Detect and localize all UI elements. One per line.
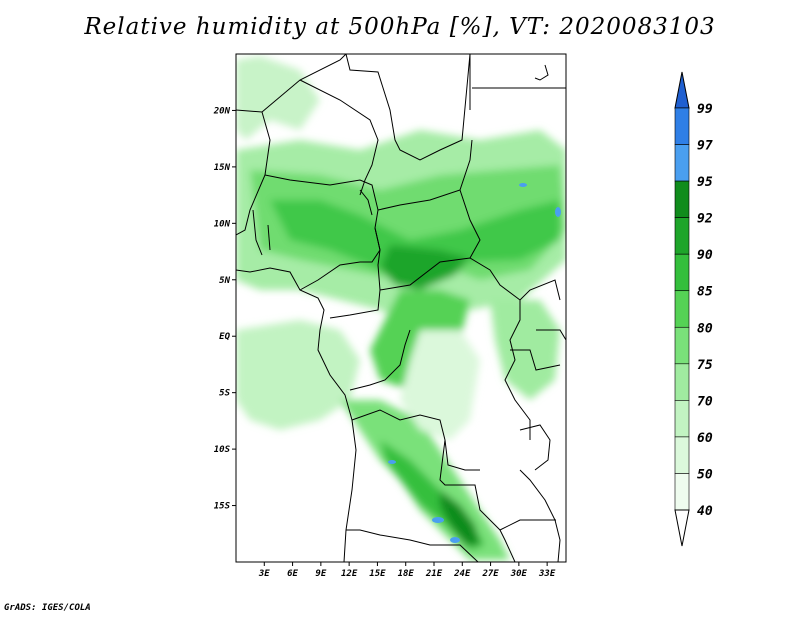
lat-tick-label: 5N bbox=[219, 276, 230, 286]
colorbar-swatch bbox=[674, 217, 690, 255]
colorbar-label: 97 bbox=[697, 139, 713, 154]
lat-tick-label: 5S bbox=[219, 389, 230, 399]
lat-tick-label: 15N bbox=[214, 163, 231, 173]
longitude-axis: 3E 6E 9E 12E 15E 18E 21E 24E 27E 30E 33E bbox=[258, 562, 556, 579]
colorbar-swatch bbox=[674, 144, 690, 182]
lon-tick-label: 6E bbox=[287, 569, 298, 579]
colorbar-swatch bbox=[674, 326, 690, 365]
lon-tick-label: 27E bbox=[481, 569, 499, 579]
colorbar-label: 99 bbox=[697, 102, 713, 117]
colorbar-swatch bbox=[674, 290, 690, 328]
colorbar-swatch bbox=[674, 400, 690, 438]
colorbar-label: 70 bbox=[697, 394, 713, 409]
colorbar-label: 50 bbox=[697, 467, 713, 482]
colorbar-swatch bbox=[674, 253, 690, 292]
colorbar-swatch bbox=[674, 363, 690, 401]
lon-tick-label: 24E bbox=[453, 569, 471, 579]
map-frame bbox=[235, 53, 567, 563]
colorbar-top-arrow bbox=[674, 71, 690, 109]
latitude-axis: 20N 15N 10N 5N EQ 5S 10S 15S bbox=[213, 106, 236, 512]
lon-tick-label: 30E bbox=[510, 569, 528, 579]
lat-tick-label: 20N bbox=[213, 106, 231, 116]
lon-tick-label: 33E bbox=[538, 569, 556, 579]
colorbar-swatch bbox=[674, 436, 690, 474]
lon-tick-label: 12E bbox=[341, 569, 358, 579]
colorbar-bottom-arrow bbox=[674, 509, 690, 547]
grads-credit: GrADS: IGES/COLA bbox=[4, 603, 91, 613]
lon-tick-label: 18E bbox=[398, 569, 415, 579]
lat-tick-label: 10N bbox=[214, 219, 231, 229]
colorbar-label: 80 bbox=[697, 321, 713, 336]
colorbar-label: 75 bbox=[697, 358, 713, 373]
map-title: Relative humidity at 500hPa [%], VT: 202… bbox=[84, 14, 716, 40]
humidity-field bbox=[236, 54, 566, 562]
lon-tick-label: 21E bbox=[425, 569, 443, 579]
colorbar-swatch bbox=[674, 180, 690, 218]
colorbar-swatch bbox=[674, 473, 690, 511]
lat-tick-label: 10S bbox=[214, 445, 231, 455]
colorbar-label: 85 bbox=[697, 285, 713, 300]
colorbar-label: 40 bbox=[697, 504, 713, 519]
colorbar-label: 95 bbox=[697, 175, 713, 190]
colorbar-swatch bbox=[674, 107, 690, 145]
country-borders bbox=[236, 54, 566, 562]
colorbar-label: 90 bbox=[697, 248, 713, 263]
colorbar-label: 92 bbox=[697, 212, 713, 227]
lon-tick-label: 15E bbox=[369, 569, 386, 579]
lat-tick-label: 15S bbox=[214, 502, 231, 512]
colorbar: 99 97 95 92 90 85 80 75 70 60 50 40 bbox=[674, 71, 713, 547]
lon-tick-label: 3E bbox=[258, 569, 270, 579]
lon-tick-label: 9E bbox=[315, 569, 326, 579]
lat-tick-label: EQ bbox=[219, 332, 230, 342]
colorbar-label: 60 bbox=[697, 431, 713, 446]
